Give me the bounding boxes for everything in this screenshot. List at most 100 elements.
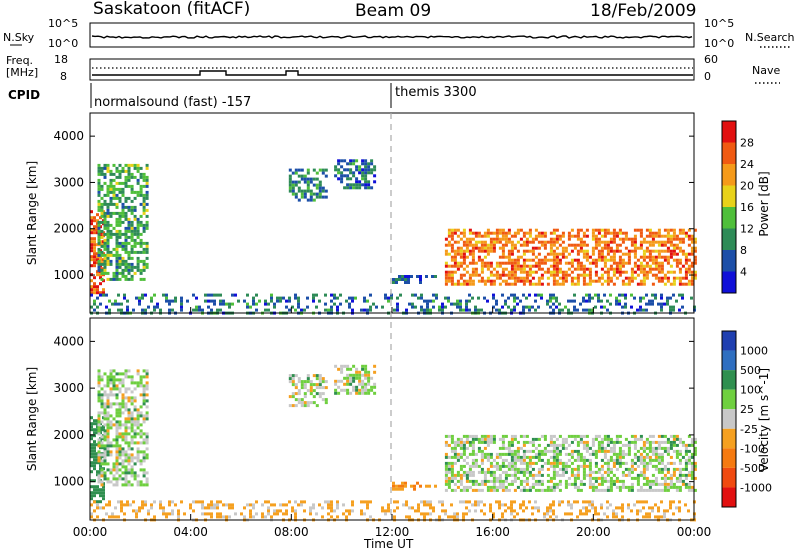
echo-cell <box>642 470 646 474</box>
echo-cell <box>549 485 553 489</box>
velocity-colorbar-swatch <box>722 409 736 429</box>
echo-cell <box>97 169 101 173</box>
echo-cell <box>130 244 134 248</box>
echo-cell <box>672 434 676 438</box>
echo-cell <box>525 305 528 309</box>
echo-cell <box>690 296 693 300</box>
echo-cell <box>201 503 204 507</box>
echo-cell <box>558 503 561 507</box>
echo-cell <box>591 296 594 300</box>
echo-cell <box>669 446 673 450</box>
echo-cell <box>657 249 661 253</box>
echo-cell <box>687 485 691 489</box>
echo-cell <box>432 293 435 297</box>
echo-cell <box>522 240 526 244</box>
echo-cell <box>534 234 538 238</box>
echo-cell <box>555 246 559 250</box>
echo-cell <box>654 261 658 265</box>
echo-cell <box>555 296 558 300</box>
echo-cell <box>600 299 603 303</box>
echo-cell <box>401 484 404 488</box>
echo-cell <box>522 467 526 471</box>
echo-cell <box>630 240 634 244</box>
echo-cell <box>282 512 285 516</box>
echo-cell <box>522 252 526 256</box>
echo-cell <box>171 308 174 312</box>
echo-cell <box>639 437 643 441</box>
x-tick-label: 12:00 <box>375 525 410 539</box>
echo-cell <box>90 210 93 214</box>
echo-cell <box>648 461 652 465</box>
echo-cell <box>456 470 460 474</box>
echo-cell <box>145 163 149 167</box>
echo-cell <box>549 305 552 309</box>
echo-cell <box>462 458 466 462</box>
echo-cell <box>142 420 146 424</box>
echo-cell <box>312 401 316 405</box>
echo-cell <box>678 461 682 465</box>
echo-cell <box>444 470 448 474</box>
echo-cell <box>594 246 598 250</box>
echo-cell <box>453 440 457 444</box>
echo-cell <box>615 512 618 516</box>
echo-cell <box>582 299 585 303</box>
echo-cell <box>127 196 131 200</box>
echo-cell <box>540 231 544 235</box>
echo-cell <box>387 506 390 510</box>
echo-cell <box>537 455 541 459</box>
echo-cell <box>112 202 116 206</box>
echo-cell <box>90 243 93 247</box>
echo-cell <box>396 308 399 312</box>
echo-cell <box>112 369 116 373</box>
echo-cell <box>648 243 652 247</box>
echo-cell <box>363 299 366 303</box>
echo-cell <box>429 506 432 510</box>
echo-cell <box>570 455 574 459</box>
echo-cell <box>642 258 646 262</box>
echo-cell <box>660 270 664 274</box>
echo-cell <box>456 305 459 309</box>
echo-cell <box>100 208 104 212</box>
echo-cell <box>549 243 553 247</box>
echo-cell <box>288 380 292 384</box>
echo-cell <box>447 264 451 268</box>
echo-cell <box>594 509 597 513</box>
echo-cell <box>130 268 134 272</box>
echo-cell <box>300 386 304 390</box>
echo-cell <box>447 243 451 247</box>
echo-cell <box>102 288 105 292</box>
echo-cell <box>124 175 128 179</box>
echo-cell <box>693 476 697 480</box>
echo-cell <box>579 434 583 438</box>
echo-cell <box>480 455 484 459</box>
echo-cell <box>537 479 541 483</box>
echo-cell <box>216 515 219 519</box>
echo-cell <box>115 378 119 382</box>
echo-cell <box>117 302 120 306</box>
echo-cell <box>97 268 101 272</box>
echo-cell <box>621 461 625 465</box>
echo-cell <box>297 174 301 178</box>
echo-cell <box>660 234 664 238</box>
echo-cell <box>507 305 510 309</box>
echo-cell <box>507 240 511 244</box>
echo-cell <box>477 246 481 250</box>
echo-cell <box>645 240 649 244</box>
echo-cell <box>444 440 448 444</box>
echo-cell <box>510 464 514 468</box>
echo-cell <box>507 461 511 465</box>
echo-cell <box>648 299 651 303</box>
echo-cell <box>666 240 670 244</box>
echo-cell <box>346 388 350 392</box>
echo-cell <box>597 255 601 259</box>
velocity-colorbar-tick: 1000 <box>740 345 768 358</box>
echo-cell <box>486 228 490 232</box>
echo-cell <box>492 249 496 253</box>
echo-cell <box>597 293 600 297</box>
echo-cell <box>504 473 508 477</box>
echo-cell <box>93 225 96 229</box>
echo-cell <box>456 264 460 268</box>
echo-cell <box>306 177 310 181</box>
echo-cell <box>349 382 353 386</box>
echo-cell <box>459 479 463 483</box>
